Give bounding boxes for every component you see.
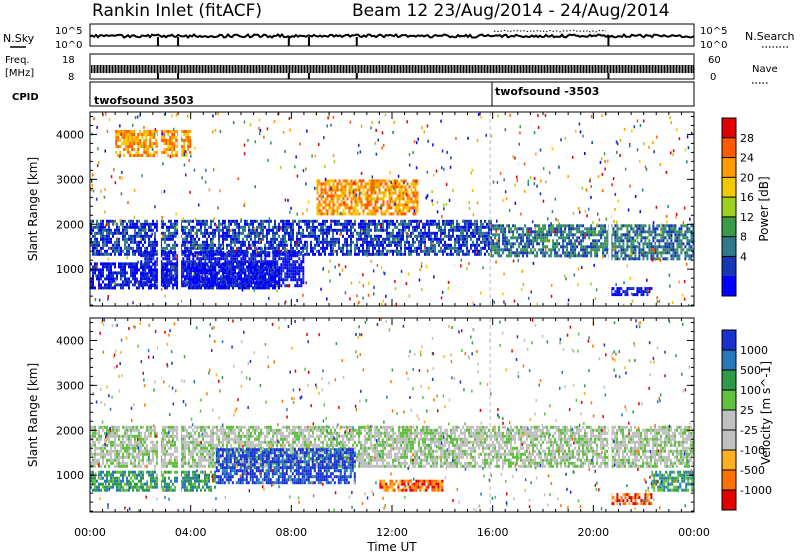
velocity-colorbar-label: Velocity [m s^-1]	[759, 361, 773, 465]
nsky-label: N.Sky	[3, 32, 35, 45]
freq-label: Freq.	[5, 55, 30, 66]
cpid-label: CPID	[12, 92, 39, 103]
cpid-program-1: twofsound 3503	[94, 94, 194, 107]
xtick-label: 12:00	[376, 526, 408, 539]
nsearch-tick-high: 10^5	[700, 26, 727, 37]
velocity-colorbar-tick: 500	[740, 364, 761, 377]
power-colorbar-segment	[722, 237, 736, 257]
power-echo-region	[490, 224, 610, 257]
velocity-ytick-label: 4000	[56, 334, 84, 347]
cpid-program-2: twofsound -3503	[495, 85, 599, 98]
power-colorbar-segment	[722, 256, 736, 276]
power-echo-region	[317, 179, 419, 215]
velocity-colorbar-tick: 1000	[740, 344, 768, 357]
velocity-colorbar-tick: 100	[740, 384, 761, 397]
power-colorbar-segment	[722, 217, 736, 237]
beam-date-title: Beam 12 23/Aug/2014 - 24/Aug/2014	[352, 1, 670, 21]
power-colorbar-tick: 16	[740, 191, 754, 204]
power-colorbar-tick: 12	[740, 211, 754, 224]
velocity-colorbar-segment	[722, 410, 736, 431]
freq-trace	[90, 65, 693, 79]
xtick-label: 20:00	[577, 526, 609, 539]
velocity-echo-region	[608, 493, 652, 505]
power-colorbar-segment	[722, 158, 736, 178]
nsearch-label: N.Search	[745, 30, 795, 43]
velocity-colorbar-segment	[722, 350, 736, 371]
velocity-ytick-label: 1000	[56, 469, 84, 482]
nave-tick-high: 60	[708, 55, 721, 66]
velocity-data-gap	[158, 318, 161, 512]
power-colorbar-segment	[722, 276, 736, 296]
velocity-colorbar-segment	[722, 490, 736, 511]
velocity-panel: 1000 2000 3000 4000 Slant Range [km]	[26, 318, 695, 515]
velocity-data-gap	[178, 318, 181, 512]
xtick-label: 08:00	[275, 526, 307, 539]
x-axis-label: Time UT	[366, 540, 417, 554]
power-data-gap	[158, 112, 161, 306]
freq-tick-low: 8	[68, 72, 74, 83]
power-colorbar-segment	[722, 197, 736, 217]
power-ytick-label: 3000	[56, 173, 84, 186]
station-title: Rankin Inlet (fitACF)	[92, 1, 262, 21]
velocity-colorbar-segment	[722, 430, 736, 451]
velocity-colorbar-tick: 25	[740, 404, 754, 417]
freq-tick-high: 18	[62, 55, 75, 66]
xtick-label: 16:00	[477, 526, 509, 539]
nsky-tick-low: 10^0	[55, 40, 82, 51]
velocity-ytick-label: 2000	[56, 424, 84, 437]
power-echo-region	[90, 220, 492, 256]
power-colorbar-label: Power [dB]	[757, 176, 771, 241]
velocity-data-gap	[608, 318, 611, 512]
power-echo-region	[608, 287, 652, 296]
power-colorbar-tick: 20	[740, 171, 754, 184]
power-colorbar-segment	[722, 177, 736, 197]
nsearch-tick-low: 10^0	[700, 40, 727, 51]
power-data-gap	[608, 112, 611, 306]
velocity-colorbar-segment	[722, 390, 736, 411]
velocity-colorbar-segment	[722, 450, 736, 471]
power-ytick-label: 1000	[56, 263, 84, 276]
power-colorbar-tick: 8	[740, 231, 747, 244]
velocity-colorbar-tick: -1000	[740, 484, 772, 497]
power-ylabel: Slant Range [km]	[26, 157, 40, 261]
xtick-label: 04:00	[175, 526, 207, 539]
xtick-label: 00:00	[678, 526, 710, 539]
power-colorbar-tick: 28	[740, 132, 754, 145]
nave-tick-low: 0	[710, 72, 716, 83]
power-colorbar-segment	[722, 118, 736, 138]
power-ytick-label: 2000	[56, 218, 84, 231]
xtick-label: 00:00	[74, 526, 106, 539]
velocity-ytick-label: 3000	[56, 379, 84, 392]
nave-label: Nave	[752, 64, 778, 75]
freq-unit-label: [MHz]	[5, 68, 34, 79]
nsky-trace	[90, 30, 694, 46]
power-panel: 1000 2000 3000 4000 Slant Range [km]	[26, 112, 695, 309]
velocity-colorbar-segment	[722, 470, 736, 491]
velocity-ylabel: Slant Range [km]	[26, 363, 40, 467]
power-data-gap	[178, 112, 181, 306]
velocity-colorbar-segment	[722, 330, 736, 351]
power-echo-region	[608, 224, 694, 260]
velocity-colorbar-tick: -25	[740, 424, 758, 437]
power-colorbar-tick: 4	[740, 250, 747, 263]
power-ytick-label: 4000	[56, 128, 84, 141]
power-colorbar-segment	[722, 138, 736, 158]
nsky-tick-high: 10^5	[55, 26, 82, 37]
velocity-colorbar-segment	[722, 370, 736, 391]
power-colorbar-tick: 24	[740, 152, 754, 165]
